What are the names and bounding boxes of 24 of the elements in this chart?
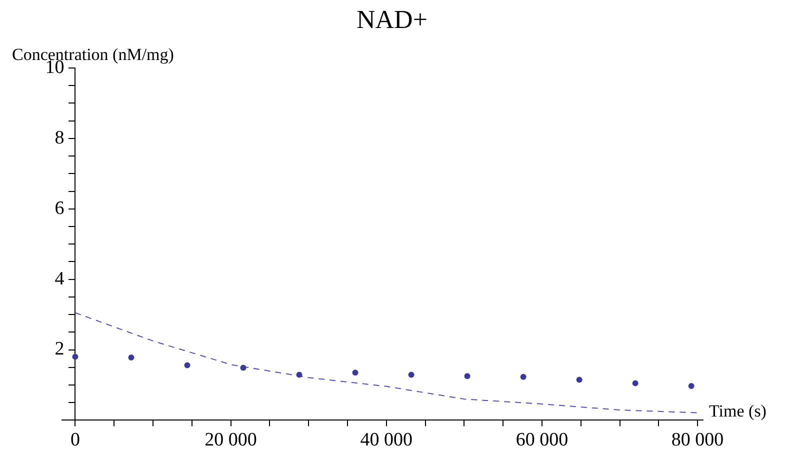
point — [296, 372, 302, 378]
x-tick-label: 60 000 — [516, 430, 568, 451]
x-tick-label: 80 000 — [671, 430, 724, 451]
x-axis-title: Time (s) — [709, 402, 766, 421]
point — [184, 362, 190, 368]
point — [240, 364, 246, 371]
y-tick-label: 4 — [54, 268, 65, 290]
point — [632, 380, 638, 386]
y-tick-label: 2 — [54, 338, 64, 360]
point — [128, 354, 134, 361]
chart-title: NAD+ — [356, 4, 428, 34]
point — [408, 372, 414, 378]
x-tick-label: 0 — [70, 430, 80, 451]
point — [688, 383, 694, 390]
point — [576, 376, 582, 383]
y-tick-label: 8 — [54, 127, 64, 148]
point — [520, 374, 526, 380]
line-series — [74, 312, 698, 414]
x-tick-label: 40 000 — [360, 430, 413, 451]
point — [72, 354, 78, 360]
x-tick-label: 20 000 — [204, 430, 257, 451]
point — [464, 373, 470, 380]
y-tick-label: 6 — [54, 198, 64, 219]
point — [352, 370, 358, 376]
